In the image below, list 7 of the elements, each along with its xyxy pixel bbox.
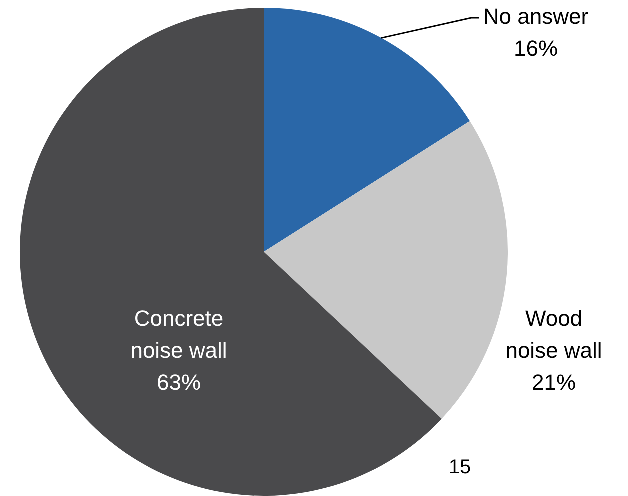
- slice-label: Wood noise wall: [506, 306, 602, 364]
- text: 15: [448, 456, 472, 479]
- data-label: 21%: [532, 370, 576, 396]
- data-label: 16%: [514, 36, 558, 62]
- slice-label: Concrete noise wall: [130, 306, 228, 364]
- data-label: 63%: [156, 370, 202, 396]
- slice-label: No answer: [483, 4, 589, 30]
